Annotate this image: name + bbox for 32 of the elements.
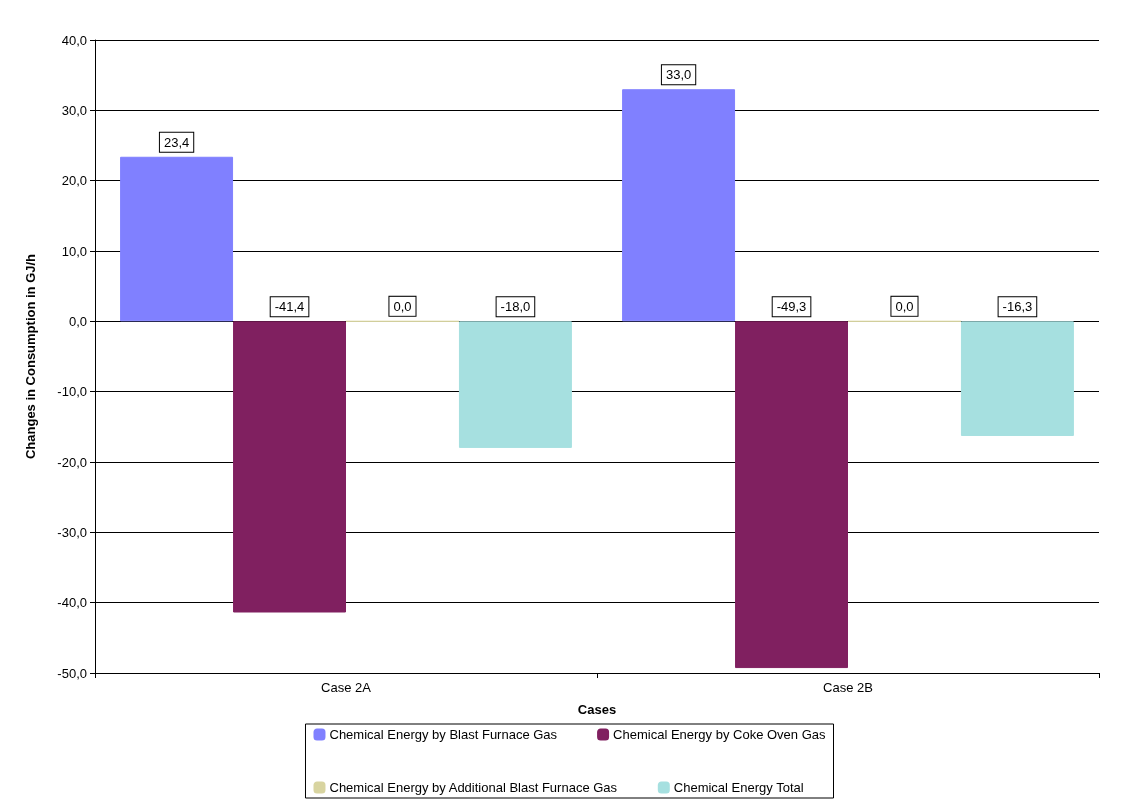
y-tick-label: 40,0	[61, 32, 87, 48]
legend-label: Chemical Energy Total	[673, 780, 804, 795]
x-tick-label: Case 2A	[321, 680, 372, 695]
data-label: 0,0	[895, 298, 914, 314]
data-label: -18,0	[500, 299, 531, 315]
y-tick-label: -20,0	[57, 454, 87, 470]
bar	[960, 321, 1074, 436]
data-label: -49,3	[776, 299, 807, 315]
x-tick-label: Case 2B	[823, 680, 873, 695]
data-label: -16,3	[1002, 299, 1033, 315]
data-label: 23,4	[163, 134, 190, 150]
y-tick-label: -50,0	[57, 665, 87, 681]
legend-label: Chemical Energy by Blast Furnace Gas	[329, 727, 558, 742]
y-tick-label: -10,0	[57, 384, 87, 400]
bar	[622, 89, 736, 322]
y-tick-label: -40,0	[57, 595, 87, 611]
bar	[120, 156, 234, 322]
y-tick-label: -30,0	[57, 524, 87, 540]
data-label: 0,0	[393, 298, 412, 314]
y-tick-label: 0,0	[68, 313, 87, 329]
y-tick-label: 20,0	[61, 173, 87, 189]
y-tick-label: 10,0	[61, 243, 87, 259]
legend-label: Chemical Energy by Coke Oven Gas	[613, 727, 827, 742]
y-axis-title: Changes in Consumption in GJ/h	[23, 253, 38, 460]
x-axis-title: Cases	[577, 702, 617, 717]
y-tick-label: 30,0	[61, 102, 87, 118]
data-label: 33,0	[665, 67, 692, 83]
legend-label: Chemical Energy by Additional Blast Furnace Gas	[329, 780, 618, 795]
bar	[458, 321, 572, 448]
bar	[233, 321, 346, 613]
bar	[735, 321, 848, 669]
data-label: -41,4	[274, 299, 305, 315]
